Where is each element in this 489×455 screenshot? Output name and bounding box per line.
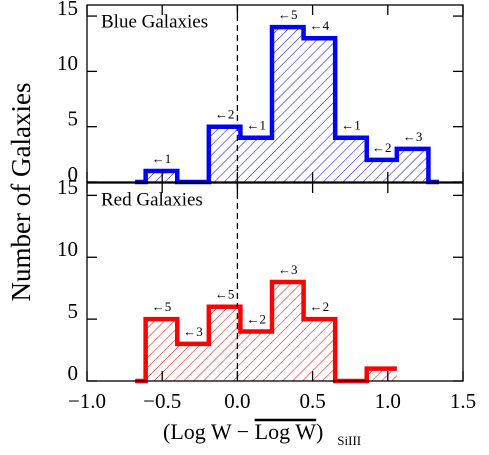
y-tick-label: 15 xyxy=(57,0,78,20)
bar xyxy=(303,319,336,381)
annotation: ←5 xyxy=(278,7,298,22)
annotation: ←4 xyxy=(310,18,330,33)
x-label-part: Log W xyxy=(255,419,317,444)
y-tick-label: 10 xyxy=(57,51,78,75)
x-label-part: (Log W − xyxy=(163,419,255,444)
hist-outline xyxy=(135,24,439,185)
bar xyxy=(145,170,178,182)
annotation: ←2 xyxy=(310,299,330,314)
y-tick-label: 0 xyxy=(68,162,79,186)
y-tick-label: 15 xyxy=(57,175,78,199)
x-axis-label: (Log W − Log W) SiIII xyxy=(163,419,361,448)
bar xyxy=(271,282,304,381)
bar xyxy=(177,343,209,381)
y-tick-label: 0 xyxy=(68,361,79,385)
y-tick-label: 5 xyxy=(68,299,79,323)
bar xyxy=(240,137,272,182)
x-tick-label: 0.0 xyxy=(224,389,250,413)
bar xyxy=(145,319,178,381)
bar xyxy=(396,148,429,182)
annotation: ←3 xyxy=(278,262,298,277)
bar xyxy=(366,159,397,182)
bar xyxy=(366,368,397,381)
bar xyxy=(271,27,304,182)
annotation: ←1 xyxy=(246,118,266,133)
x-tick-label: 1.0 xyxy=(375,389,401,413)
y-axis-label: Number of Galaxies xyxy=(6,83,36,302)
annotation: ←5 xyxy=(215,287,235,302)
bar xyxy=(208,126,241,182)
bar xyxy=(240,331,272,381)
bar xyxy=(208,306,241,381)
panel-frame xyxy=(86,182,464,382)
annotation: ←3 xyxy=(183,324,203,339)
annotation: ←1 xyxy=(341,118,361,133)
x-tick-label: −1.0 xyxy=(68,389,106,413)
x-tick-label: 0.5 xyxy=(299,389,325,413)
bar xyxy=(303,38,336,182)
y-tick-label: 5 xyxy=(68,107,79,131)
annotation: ←2 xyxy=(215,107,235,122)
x-label-part: ) xyxy=(316,419,323,444)
annotation: ←2 xyxy=(372,140,392,155)
annotation: ←2 xyxy=(246,311,266,326)
x-tick-label: −0.5 xyxy=(143,389,181,413)
x-tick-label: 1.5 xyxy=(450,389,476,413)
y-tick-label: 10 xyxy=(57,237,78,261)
annotation: ←1 xyxy=(152,151,172,166)
panel-title: Red Galaxies xyxy=(101,189,203,210)
annotation: ←3 xyxy=(403,129,423,144)
panel-title: Blue Galaxies xyxy=(101,11,208,32)
x-label-subscript: SiIII xyxy=(337,433,361,448)
panel-frame xyxy=(86,4,464,183)
annotation: ←5 xyxy=(152,299,172,314)
bar xyxy=(335,137,367,182)
